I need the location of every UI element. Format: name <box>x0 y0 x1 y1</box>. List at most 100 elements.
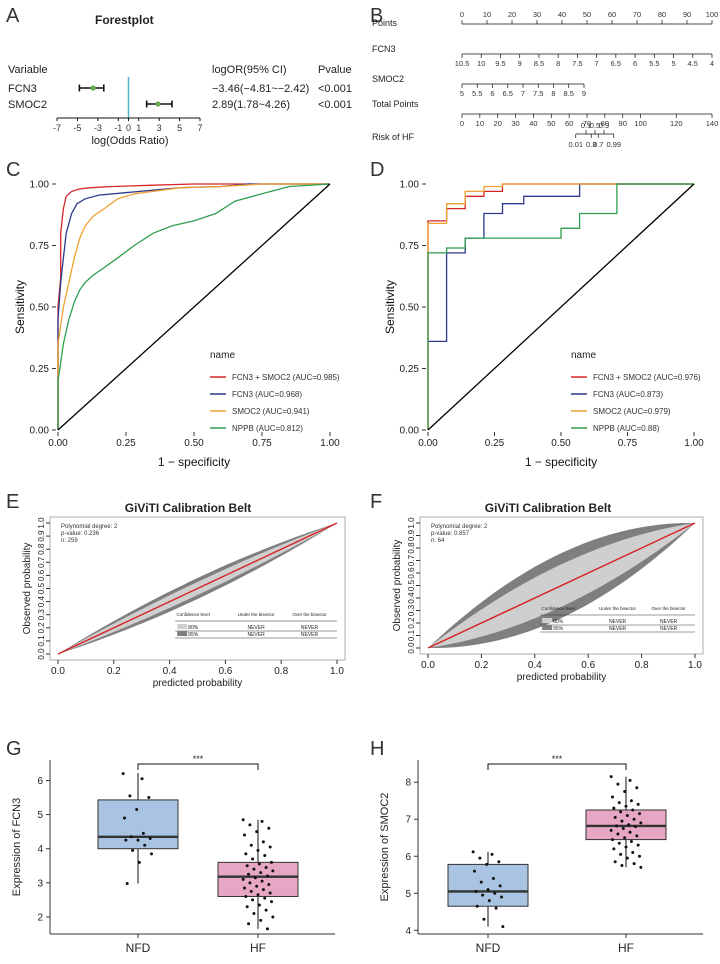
box-data-point <box>244 852 248 856</box>
box-data-point <box>615 824 619 828</box>
box-data-point <box>241 818 245 822</box>
box-data-point <box>633 825 637 829</box>
box-data-point <box>629 799 633 803</box>
roc-x-tick-label: 0.25 <box>485 438 505 449</box>
roc-legend-title: name <box>210 350 235 361</box>
belt-y-label: Observed probability <box>22 543 33 635</box>
box-data-point <box>639 865 643 869</box>
forest-x-tick-label: -7 <box>53 123 61 133</box>
nomogram-tick-label: 100 <box>706 10 719 19</box>
belt-y-tick-label: 0.0 <box>407 642 416 654</box>
nomogram-tick-label: 7 <box>595 59 599 68</box>
box-data-point <box>478 856 482 860</box>
nomogram-tick-label: 30 <box>533 10 541 19</box>
nomogram-tick-label: 9.5 <box>495 59 505 68</box>
nomogram-tick-label: 4.5 <box>688 59 698 68</box>
roc-x-tick-label: 0.50 <box>184 438 204 449</box>
box-data-point <box>137 860 141 864</box>
box-data-point <box>260 819 264 823</box>
nomogram-tick-label: 5.5 <box>649 59 659 68</box>
box-data-point <box>493 891 497 895</box>
belt-info-text: Polynomial degree: 2 <box>61 524 118 530</box>
nomogram-tick-label: 8 <box>556 59 560 68</box>
belt-x-tick-label: 0.4 <box>528 660 542 671</box>
nomogram-tick-label: 8 <box>551 89 555 98</box>
forest-header-p: Pvalue <box>318 64 352 76</box>
belt-table-cell: NEVER <box>247 625 265 631</box>
box-data-point <box>135 807 139 811</box>
forest-x-tick-label: -1 <box>114 123 122 133</box>
box-data-point <box>635 786 639 790</box>
belt-x-tick-label: 1.0 <box>330 666 344 677</box>
box-y-tick-label: 2 <box>37 912 43 923</box>
belt-y-tick-label: 1.0 <box>407 517 416 529</box>
box-y-tick-label: 4 <box>405 926 411 937</box>
box-data-point <box>617 801 621 805</box>
nomogram-tick-label: 10 <box>477 59 485 68</box>
roc-x-label: 1 − specificity <box>525 455 597 469</box>
box-data-point <box>249 843 253 847</box>
nomogram-row-label: Total Points <box>372 99 419 109</box>
belt-x-tick-label: 0.6 <box>218 666 232 677</box>
roc-y-tick-label: 1.00 <box>30 180 50 191</box>
belt-y-tick-label: 0.0 <box>37 648 46 660</box>
box-data-point <box>249 889 253 893</box>
box-data-point <box>248 881 252 885</box>
nomogram-tick-label: 6.5 <box>503 89 513 98</box>
belt-y-tick-label: 0.2 <box>407 617 416 629</box>
box-y-tick-label: 6 <box>405 852 411 863</box>
box-category-label: HF <box>250 941 266 955</box>
box-data-point <box>121 772 125 776</box>
belt-table-cell: 95% <box>553 626 564 632</box>
forest-plot: Forestplot Variable logOR(95% CI) Pvalue FCN… <box>8 13 352 147</box>
box-data-point <box>620 864 624 868</box>
belt-x-tick-label: 0.6 <box>581 660 595 671</box>
box-data-point <box>623 836 627 840</box>
roc-series-line <box>428 183 694 343</box>
nomogram-tick-label: 30 <box>511 119 519 128</box>
belt-info-text: p-value: 0.857 <box>431 531 470 537</box>
nomogram-tick-label: 6.5 <box>611 59 621 68</box>
nomogram-tick-label: 100 <box>634 119 647 128</box>
forest-x-tick-label: 7 <box>197 123 202 133</box>
belt-table-cell: 80% <box>553 619 564 625</box>
belt-info-text: p-value: 0.236 <box>61 531 100 537</box>
box-data-point <box>631 808 635 812</box>
box-data-point <box>140 777 144 781</box>
belt-info-text: n: 64 <box>431 538 445 544</box>
box-data-point <box>486 888 490 892</box>
box-data-point <box>485 862 489 866</box>
box-data-point <box>497 860 501 864</box>
forest-estimate-point <box>155 101 161 107</box>
forest-x-tick-label: 1 <box>136 123 141 133</box>
box-data-point <box>619 810 623 814</box>
nomogram-tick-label: 0.01 <box>568 140 583 149</box>
box-data-point <box>251 857 255 861</box>
box-y-tick-label: 7 <box>405 815 411 826</box>
nomogram-tick-label: 8.5 <box>534 59 544 68</box>
significance-bracket <box>487 763 627 770</box>
box-y-tick-label: 5 <box>37 810 43 821</box>
belt-table-cell: NEVER <box>609 626 627 632</box>
belt-y-tick-label: 0.8 <box>37 543 46 555</box>
belt-y-tick-label: 0.9 <box>37 530 46 542</box>
belt-y-tick-label: 0.7 <box>37 556 46 568</box>
box-data-point <box>471 850 475 854</box>
belt-x-tick-label: 0.4 <box>163 666 177 677</box>
forest-x-tick-label: 5 <box>177 123 182 133</box>
belt-y-tick-label: 0.4 <box>407 592 416 604</box>
belt-table-cell: NEVER <box>301 625 319 631</box>
belt-y-tick-label: 0.4 <box>37 595 46 607</box>
box-data-point <box>252 867 256 871</box>
forest-x-tick-label: 0 <box>126 123 131 133</box>
box-data-point <box>268 845 272 849</box>
roc-legend-label: FCN3 + SMOC2 (AUC=0.976) <box>593 373 701 382</box>
roc-diagonal-line <box>427 183 695 431</box>
roc-y-tick-label: 0.00 <box>30 426 50 437</box>
box-y-tick-label: 5 <box>405 889 411 900</box>
belt-table-swatch <box>177 631 188 636</box>
box-data-point <box>270 860 273 864</box>
nomogram-tick-label: 0 <box>460 10 464 19</box>
box-data-point <box>267 826 271 830</box>
panel-label-g: G <box>6 738 22 760</box>
